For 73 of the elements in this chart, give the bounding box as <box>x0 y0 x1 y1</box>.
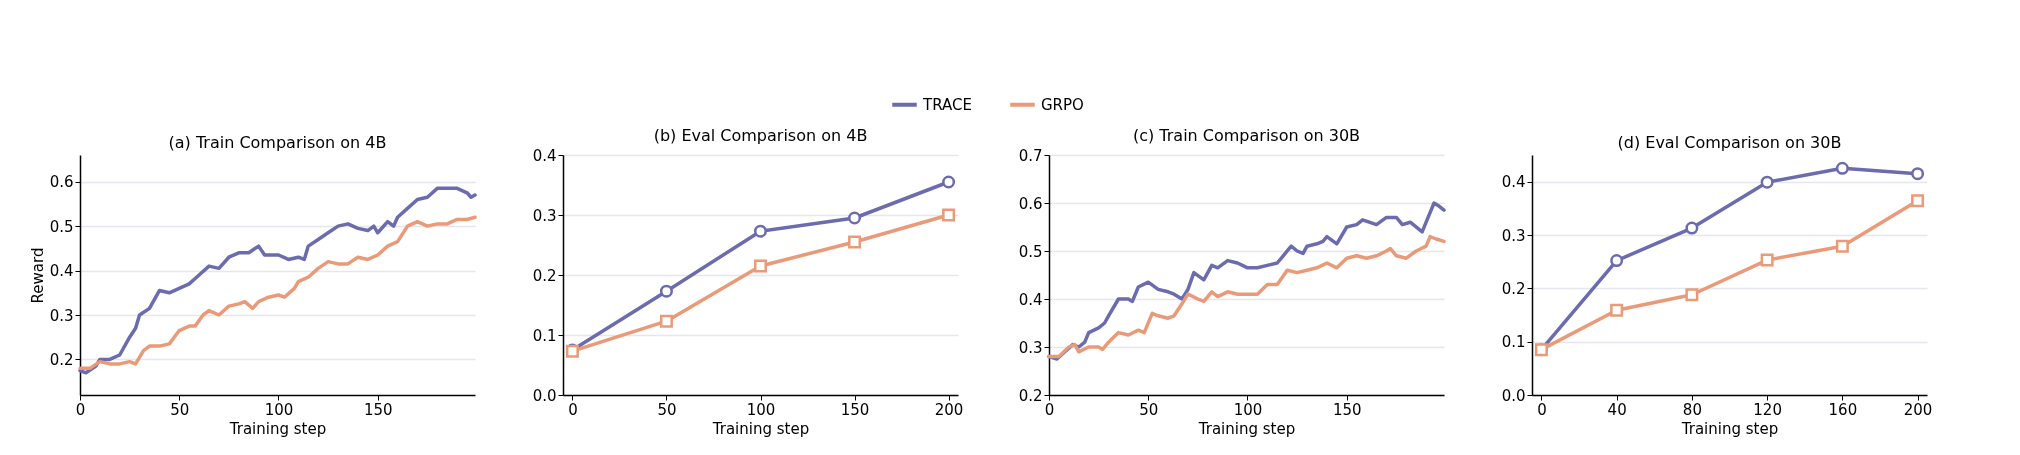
y-tick-label: 0.6 <box>1018 194 1043 213</box>
point <box>1760 175 1774 189</box>
x-tick-label: 120 <box>1753 400 1782 419</box>
y-tick-label: 0.4 <box>49 262 74 281</box>
chart-title: (b) Eval Comparison on 4B <box>653 126 868 145</box>
y-tick-label: 0.5 <box>49 217 74 236</box>
point <box>942 175 956 189</box>
point <box>1835 161 1849 175</box>
line-series <box>1047 234 1446 359</box>
y-tick-label: 0.4 <box>532 146 557 165</box>
y-tick-label: 0.3 <box>49 306 74 325</box>
x-tick-label: 0 <box>1044 400 1055 419</box>
chart-title: (d) Eval Comparison on 30B <box>1617 133 1842 152</box>
line-series <box>78 186 477 375</box>
x-tick-label: 100 <box>746 400 776 419</box>
point <box>1911 167 1925 181</box>
x-tick-label: 50 <box>170 400 190 419</box>
chart-title: (a) Train Comparison on 4B <box>168 133 387 152</box>
point <box>1835 239 1849 253</box>
y-tick-label: 0.3 <box>1501 226 1526 245</box>
point <box>754 259 767 273</box>
y-tick-label: 0.1 <box>532 326 557 345</box>
y-tick-label: 0.0 <box>532 386 557 405</box>
point <box>1760 253 1774 267</box>
y-tick-label: 0.3 <box>532 206 557 225</box>
line-series <box>78 215 477 371</box>
x-tick-label: 40 <box>1607 400 1627 419</box>
y-tick-label: 0.5 <box>1018 242 1043 261</box>
x-tick-label: 0 <box>75 400 86 419</box>
y-tick-label: 0.2 <box>1018 386 1043 405</box>
point <box>1610 254 1624 268</box>
y-tick-label: 0.0 <box>1501 386 1526 405</box>
point <box>848 211 862 225</box>
x-axis-title: Training step <box>711 419 810 438</box>
point <box>754 224 767 238</box>
point <box>1610 303 1624 317</box>
point <box>659 284 673 298</box>
point <box>1911 194 1925 208</box>
y-tick-label: 0.4 <box>1018 290 1043 309</box>
x-axis-title: Training step <box>228 419 327 438</box>
legend-label: TRACE <box>922 95 972 114</box>
x-tick-label: 150 <box>1332 400 1362 419</box>
x-tick-label: 200 <box>1903 400 1933 419</box>
x-axis-title: Training step <box>1197 419 1296 438</box>
y-tick-label: 0.4 <box>1501 173 1526 192</box>
x-tick-label: 0 <box>568 400 578 419</box>
y-tick-label: 0.3 <box>1018 338 1043 357</box>
x-tick-label: 150 <box>840 400 870 419</box>
x-tick-label: 200 <box>934 400 964 419</box>
line-series <box>1047 201 1446 361</box>
x-tick-label: 50 <box>657 400 677 419</box>
y-axis-title: Reward <box>28 247 47 304</box>
x-tick-label: 160 <box>1828 400 1858 419</box>
x-tick-label: 100 <box>264 400 294 419</box>
point <box>1685 221 1699 235</box>
x-tick-label: 50 <box>1139 400 1159 419</box>
point <box>1685 288 1699 302</box>
x-tick-label: 0 <box>1537 400 1547 419</box>
point <box>659 314 673 328</box>
x-axis-title: Training step <box>1680 419 1779 438</box>
y-tick-label: 0.6 <box>49 173 74 192</box>
chart-title: (c) Train Comparison on 30B <box>1132 126 1361 145</box>
point <box>848 235 862 249</box>
y-tick-label: 0.1 <box>1501 333 1526 352</box>
y-tick-label: 0.7 <box>1018 146 1043 165</box>
y-tick-label: 0.2 <box>532 266 557 285</box>
y-tick-label: 0.2 <box>49 350 74 369</box>
x-tick-label: 150 <box>363 400 393 419</box>
legend-label: GRPO <box>1041 95 1084 114</box>
x-tick-label: 80 <box>1682 400 1702 419</box>
point <box>942 208 956 222</box>
y-tick-label: 0.2 <box>1501 279 1526 298</box>
x-tick-label: 100 <box>1233 400 1263 419</box>
